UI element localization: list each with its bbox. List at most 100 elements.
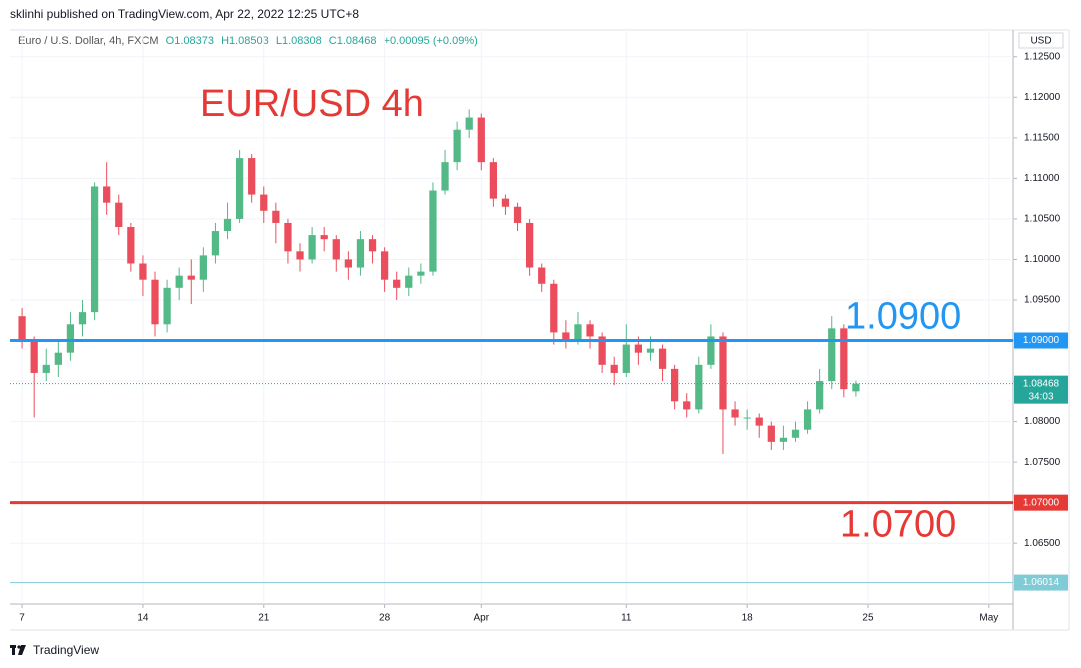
price-label-box: [1014, 494, 1068, 511]
candle-body: [586, 324, 594, 337]
candle-body: [42, 364, 50, 373]
symbol: Euro / U.S. Dollar, 4h, FXCM: [18, 35, 159, 47]
candle-body: [175, 275, 183, 288]
candle-body: [211, 231, 220, 256]
candle-body: [453, 129, 461, 163]
candle-body: [634, 344, 643, 353]
candle-body: [683, 401, 691, 410]
last-price-label: 1.08468: [1023, 378, 1060, 389]
y-tick-label: 1.10000: [1024, 254, 1061, 265]
currency-box: [1018, 32, 1064, 49]
currency: USD: [1030, 36, 1051, 47]
level-annotation: 1.0900: [845, 296, 961, 338]
logo-shape: [18, 645, 26, 655]
logo-shape: [12, 645, 15, 655]
candle-body: [755, 417, 763, 426]
candle-body: [344, 259, 352, 268]
y-tick-label: 1.09500: [1024, 295, 1061, 306]
candle-body: [791, 429, 800, 438]
publish-header: sklinhi published on TradingView.com, Ap…: [10, 7, 359, 21]
candle-body: [368, 239, 377, 252]
candle-body: [707, 336, 715, 365]
candle-body: [719, 336, 727, 410]
candle-body: [284, 222, 292, 252]
plot: [10, 109, 1013, 584]
ohlc-legend: Euro / U.S. Dollar, 4h, FXCM O1.08373 H1…: [18, 35, 478, 47]
legend-close: C1.08468: [328, 35, 377, 47]
candle-body: [199, 255, 207, 280]
candle-body: [223, 218, 232, 232]
candle-body: [852, 383, 860, 392]
candle-body: [66, 324, 75, 353]
candle-body: [477, 117, 485, 163]
y-tick-label: 1.07500: [1024, 457, 1061, 468]
candle-body: [610, 364, 618, 373]
candle-body: [501, 198, 510, 207]
candle-body: [574, 324, 582, 341]
price-label-box: [1014, 574, 1068, 591]
candle-body: [658, 348, 667, 369]
candle-body: [441, 162, 449, 191]
candle-body: [393, 279, 401, 288]
y-tick-label: 1.06500: [1024, 538, 1061, 549]
candle-body: [356, 239, 365, 268]
candle-body: [308, 235, 316, 260]
brand: TradingView: [33, 643, 99, 657]
candle-body: [767, 425, 775, 442]
candle-body: [332, 239, 340, 260]
level-annotation: 1.0700: [840, 504, 956, 546]
candle-body: [151, 279, 159, 325]
candle-body: [489, 162, 497, 199]
candle-body: [622, 344, 630, 373]
candle-body: [803, 409, 812, 430]
candle-body: [417, 271, 425, 276]
y-tick-label: 1.11000: [1024, 173, 1060, 184]
x-tick-label: 21: [258, 613, 270, 624]
candle-body: [598, 336, 606, 365]
candle-body: [513, 206, 522, 223]
candle-body: [163, 287, 171, 325]
candle-body: [550, 283, 558, 333]
candle-body: [139, 263, 147, 280]
x-tick-label: Apr: [474, 613, 490, 624]
candle-body: [429, 190, 437, 272]
candle-body: [115, 202, 123, 228]
candle-body: [78, 312, 87, 325]
candle-body: [646, 348, 655, 353]
x-tick-label: 28: [379, 613, 391, 624]
candle-body: [235, 158, 244, 219]
candle-body: [695, 364, 703, 410]
chart-title: EUR/USD 4h: [200, 83, 424, 125]
last-price-box: [1014, 375, 1068, 404]
y-tick-label: 1.12000: [1024, 92, 1061, 103]
candle-body: [296, 251, 304, 260]
candle-body: [465, 117, 473, 130]
candle-body: [18, 316, 26, 341]
x-tick-label: 7: [19, 613, 25, 624]
candle-body: [248, 158, 256, 195]
candle-body: [538, 267, 546, 284]
y-tick-label: 1.11500: [1024, 132, 1060, 143]
price-label: 1.06014: [1023, 577, 1060, 588]
axes: 1.065001.070001.075001.080001.085001.090…: [19, 51, 1068, 624]
price-label-box: [1014, 332, 1068, 349]
price-label: 1.09000: [1023, 335, 1060, 346]
candle-body: [260, 194, 268, 211]
x-tick-label: 14: [137, 613, 149, 624]
candle-body: [562, 332, 570, 341]
logo-shape: [17, 645, 21, 649]
candle-body: [272, 210, 280, 223]
candle-body: [103, 186, 111, 203]
candle-body: [816, 381, 824, 410]
legend-low: L1.08308: [275, 35, 322, 47]
candle-body: [779, 437, 788, 442]
brand-logo: TradingView: [10, 643, 99, 657]
candle-body: [671, 368, 679, 402]
candle-body: [526, 222, 534, 268]
candle-body: [731, 409, 739, 418]
y-tick-label: 1.08000: [1024, 416, 1061, 427]
y-tick-label: 1.12500: [1024, 51, 1061, 62]
candle-body: [127, 227, 135, 264]
